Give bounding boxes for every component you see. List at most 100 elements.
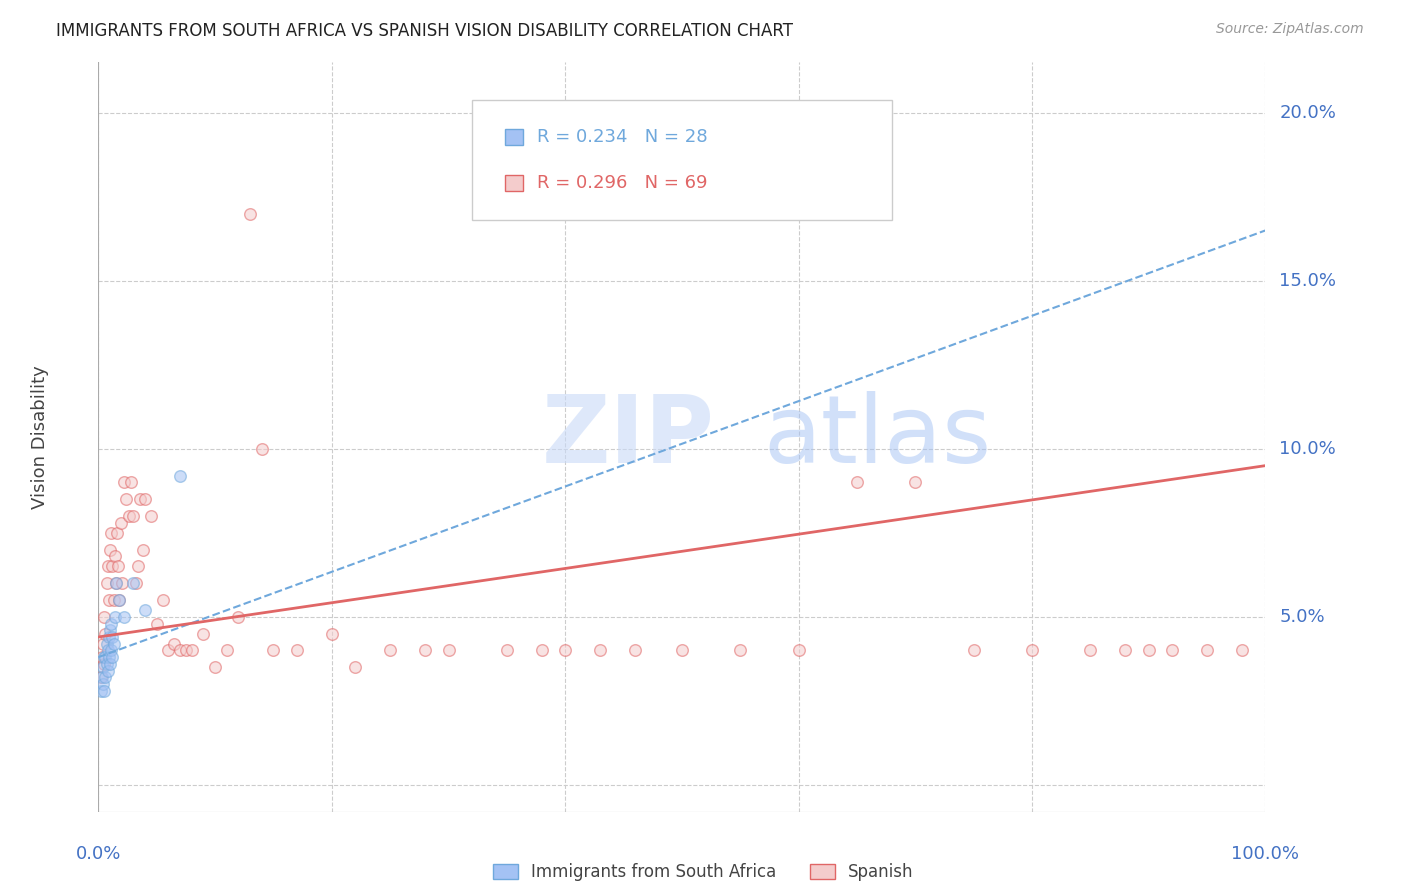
Text: IMMIGRANTS FROM SOUTH AFRICA VS SPANISH VISION DISABILITY CORRELATION CHART: IMMIGRANTS FROM SOUTH AFRICA VS SPANISH … — [56, 22, 793, 40]
Point — [1137, 643, 1160, 657]
Text: 100.0%: 100.0% — [1232, 846, 1299, 863]
Point — [91, 660, 114, 674]
Point — [127, 559, 149, 574]
Point — [589, 643, 612, 657]
Text: R = 0.234   N = 28: R = 0.234 N = 28 — [537, 128, 707, 145]
Point — [93, 650, 115, 665]
Point — [120, 475, 142, 490]
Point — [250, 442, 273, 456]
Text: 0.0%: 0.0% — [76, 846, 121, 863]
Point — [437, 643, 460, 657]
Text: atlas: atlas — [763, 391, 991, 483]
Point — [100, 616, 122, 631]
Point — [90, 650, 112, 665]
Legend: Immigrants from South Africa, Spanish: Immigrants from South Africa, Spanish — [486, 856, 920, 888]
Text: Vision Disability: Vision Disability — [31, 365, 49, 509]
Point — [228, 610, 250, 624]
Text: 20.0%: 20.0% — [1279, 103, 1336, 122]
Point — [97, 630, 120, 644]
Point — [262, 643, 284, 657]
Point — [110, 516, 132, 530]
Point — [94, 650, 117, 665]
Point — [285, 643, 308, 657]
Point — [122, 509, 145, 524]
Point — [97, 559, 120, 574]
Point — [101, 559, 124, 574]
Point — [93, 657, 115, 671]
Point — [98, 624, 121, 638]
Point — [111, 576, 134, 591]
Text: R = 0.296   N = 69: R = 0.296 N = 69 — [537, 174, 707, 192]
Point — [93, 610, 115, 624]
Point — [104, 610, 127, 624]
Point — [97, 643, 120, 657]
Point — [157, 643, 180, 657]
Point — [1021, 643, 1043, 657]
Point — [112, 475, 135, 490]
Point — [193, 626, 215, 640]
Point — [904, 475, 927, 490]
Text: 15.0%: 15.0% — [1279, 272, 1337, 290]
Point — [122, 576, 145, 591]
Point — [104, 576, 127, 591]
Point — [101, 630, 124, 644]
Point — [103, 593, 125, 607]
Point — [112, 610, 135, 624]
FancyBboxPatch shape — [472, 100, 891, 219]
Point — [93, 683, 115, 698]
Text: 5.0%: 5.0% — [1279, 607, 1324, 626]
Point — [134, 492, 156, 507]
Point — [554, 643, 576, 657]
Point — [129, 492, 152, 507]
Point — [97, 593, 120, 607]
Point — [152, 593, 174, 607]
Point — [98, 657, 121, 671]
Point — [96, 657, 118, 671]
Point — [962, 643, 984, 657]
Point — [139, 509, 162, 524]
Point — [104, 576, 127, 591]
Point — [1161, 643, 1184, 657]
Point — [174, 643, 197, 657]
Text: Source: ZipAtlas.com: Source: ZipAtlas.com — [1216, 22, 1364, 37]
Point — [132, 542, 155, 557]
Point — [97, 664, 120, 678]
Point — [530, 643, 553, 657]
Point — [115, 492, 138, 507]
Point — [94, 670, 117, 684]
Point — [1080, 643, 1102, 657]
Point — [125, 576, 148, 591]
FancyBboxPatch shape — [505, 128, 523, 145]
Point — [163, 637, 186, 651]
Point — [104, 549, 127, 564]
Point — [90, 670, 112, 684]
Point — [146, 616, 169, 631]
Point — [96, 637, 118, 651]
Text: ZIP: ZIP — [541, 391, 714, 483]
Point — [90, 670, 112, 684]
FancyBboxPatch shape — [505, 175, 523, 191]
Point — [91, 637, 114, 651]
Point — [98, 542, 121, 557]
Point — [1114, 643, 1136, 657]
Point — [103, 637, 125, 651]
Point — [100, 643, 122, 657]
Point — [134, 603, 156, 617]
Text: 10.0%: 10.0% — [1279, 440, 1336, 458]
Point — [90, 683, 112, 698]
Point — [730, 643, 752, 657]
Point — [215, 643, 238, 657]
Point — [108, 593, 131, 607]
Point — [321, 626, 343, 640]
Point — [118, 509, 141, 524]
Point — [169, 643, 191, 657]
Point — [846, 475, 869, 490]
Point — [180, 643, 202, 657]
Point — [624, 643, 647, 657]
Point — [787, 643, 810, 657]
Point — [108, 593, 131, 607]
Point — [169, 468, 191, 483]
Point — [496, 643, 519, 657]
Point — [97, 650, 120, 665]
Point — [239, 207, 262, 221]
